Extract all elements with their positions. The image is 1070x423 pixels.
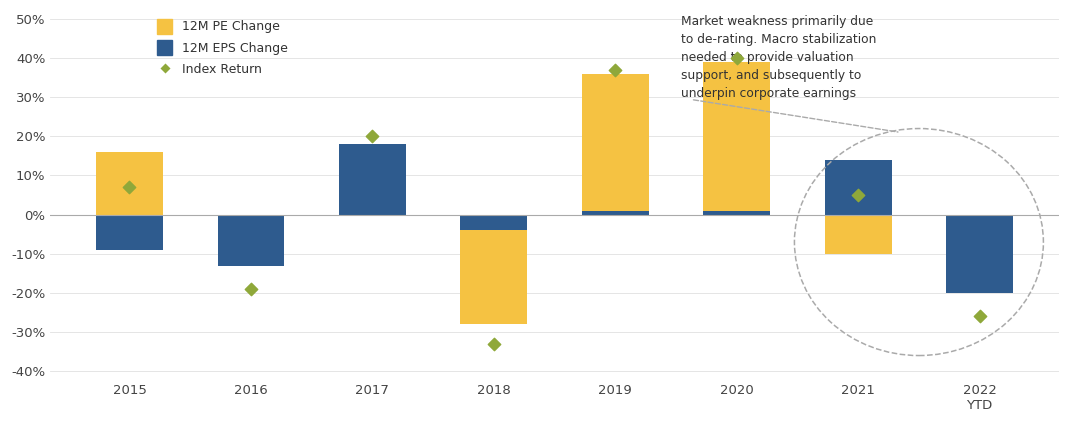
Bar bbox=[703, 211, 770, 214]
Text: Market weakness primarily due
to de-rating. Macro stabilization
needed to provid: Market weakness primarily due to de-rati… bbox=[681, 15, 876, 100]
Bar bbox=[339, 207, 406, 214]
Point bbox=[243, 286, 260, 292]
Bar bbox=[946, 214, 1013, 293]
Bar bbox=[460, 214, 528, 230]
Point bbox=[850, 192, 867, 198]
Bar bbox=[825, 160, 891, 214]
Bar bbox=[217, 214, 285, 266]
Bar bbox=[703, 62, 770, 214]
Point bbox=[486, 341, 503, 347]
Bar bbox=[96, 152, 163, 214]
Point bbox=[364, 133, 381, 140]
Point bbox=[972, 313, 989, 320]
Point bbox=[121, 184, 138, 191]
Bar bbox=[217, 214, 285, 234]
Bar bbox=[460, 214, 528, 324]
Bar bbox=[96, 214, 163, 250]
Bar bbox=[582, 74, 648, 214]
Bar bbox=[582, 211, 648, 214]
Point bbox=[729, 55, 746, 61]
Legend: 12M PE Change, 12M EPS Change, Index Return: 12M PE Change, 12M EPS Change, Index Ret… bbox=[152, 14, 293, 82]
Bar bbox=[339, 144, 406, 214]
Bar bbox=[825, 214, 891, 254]
Point bbox=[607, 66, 624, 73]
Bar bbox=[946, 214, 1013, 234]
